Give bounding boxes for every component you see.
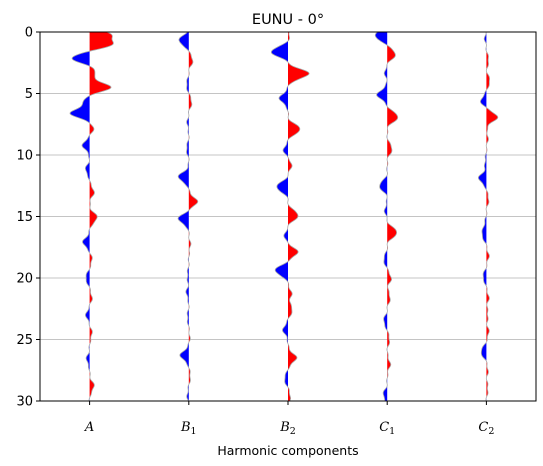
y-tick-label-5: 25 [16, 333, 33, 348]
axes-layer: 0 5 10 15 20 25 30 A B1 B2 C1 C2 [16, 26, 537, 437]
trace-1 [177, 32, 199, 401]
trace-4-line [477, 32, 499, 401]
trace-0 [69, 32, 114, 401]
trace-2 [270, 32, 310, 401]
x-tick-label-4: C2 [478, 420, 494, 437]
chart-title: EUNU - 0° [252, 12, 324, 28]
x-tick-label-3: C1 [379, 420, 395, 437]
traces-layer [69, 32, 499, 401]
y-tick-label-6: 30 [16, 395, 33, 410]
x-axis-label: Harmonic components [217, 443, 358, 458]
trace-2-positive-fill [288, 32, 310, 401]
y-tick-label-0: 0 [25, 26, 33, 41]
y-tick-label-1: 5 [25, 87, 33, 102]
y-tick-label-4: 20 [16, 272, 33, 287]
trace-2-line [270, 32, 310, 401]
y-tick-label-2: 10 [16, 149, 33, 164]
trace-0-positive-fill [89, 32, 114, 401]
trace-1-line [177, 32, 199, 401]
y-tick-label-3: 15 [16, 210, 33, 225]
x-tick-label-2: B2 [279, 420, 296, 437]
trace-3 [374, 32, 399, 401]
trace-4 [477, 32, 499, 401]
x-tick-label-0: A [84, 420, 94, 435]
trace-1-negative-fill [178, 32, 189, 401]
trace-0-line [69, 32, 114, 401]
x-tick-label-1: B1 [180, 420, 197, 437]
trace-3-line [374, 32, 399, 401]
